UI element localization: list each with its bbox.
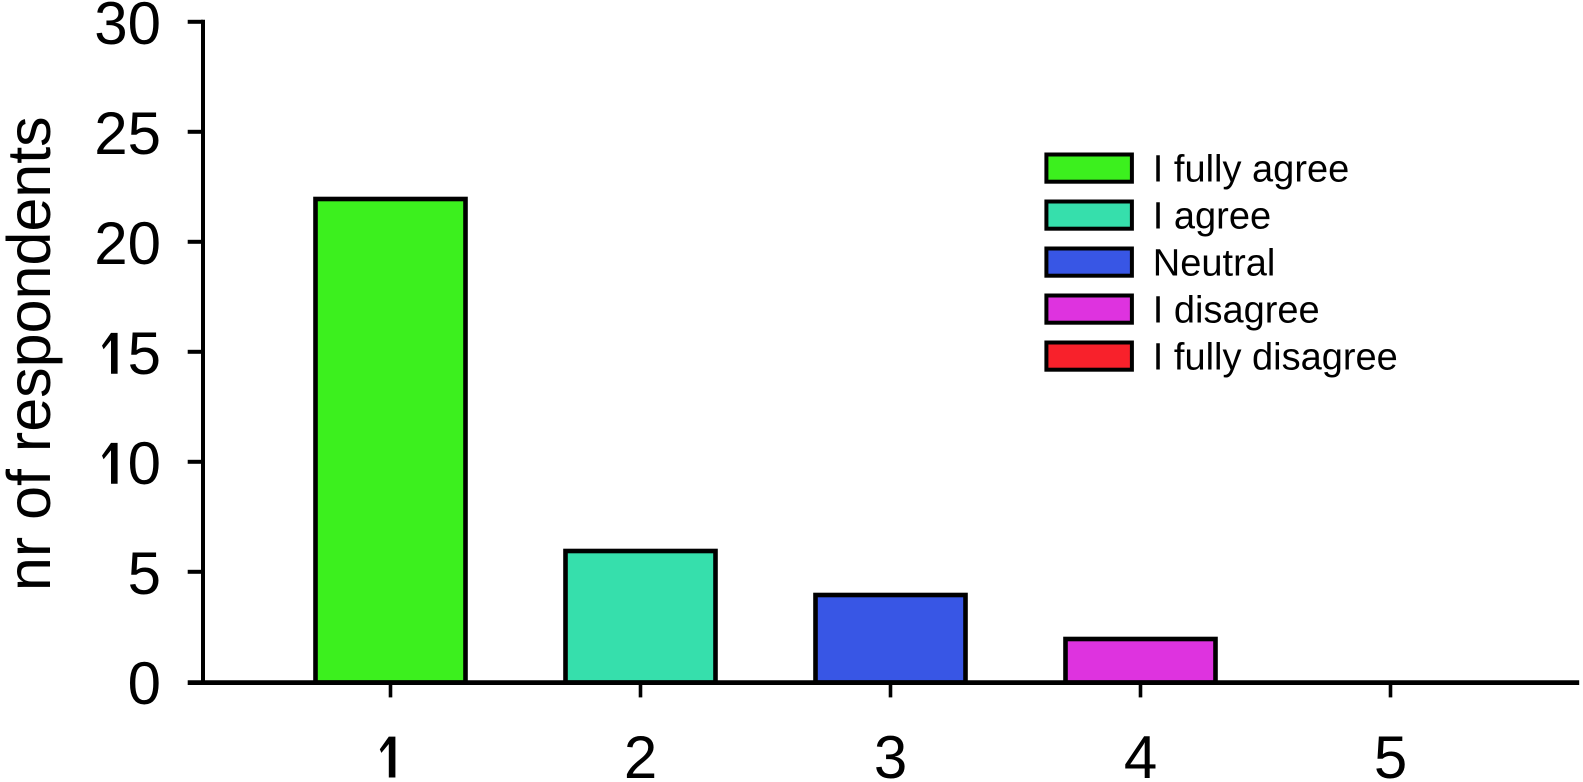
svg-text:5: 5 [128,540,161,607]
svg-text:30: 30 [94,0,161,57]
svg-text:I fully agree: I fully agree [1153,149,1349,191]
svg-text:20: 20 [94,210,161,277]
svg-text:5: 5 [128,320,161,387]
svg-text:0: 0 [128,650,161,717]
svg-text:I fully disagree: I fully disagree [1153,337,1398,379]
svg-text:25: 25 [94,100,161,167]
svg-text:4: 4 [1124,724,1157,782]
svg-text:Neutral: Neutral [1153,243,1276,285]
svg-text:2: 2 [624,724,657,782]
svg-text:5: 5 [1374,724,1407,782]
svg-text:3: 3 [874,724,907,782]
svg-text:I disagree: I disagree [1153,290,1320,332]
svg-text:I agree: I agree [1153,196,1271,238]
svg-text:0: 0 [128,430,161,497]
svg-text:nr of respondents: nr of respondents [0,116,63,591]
